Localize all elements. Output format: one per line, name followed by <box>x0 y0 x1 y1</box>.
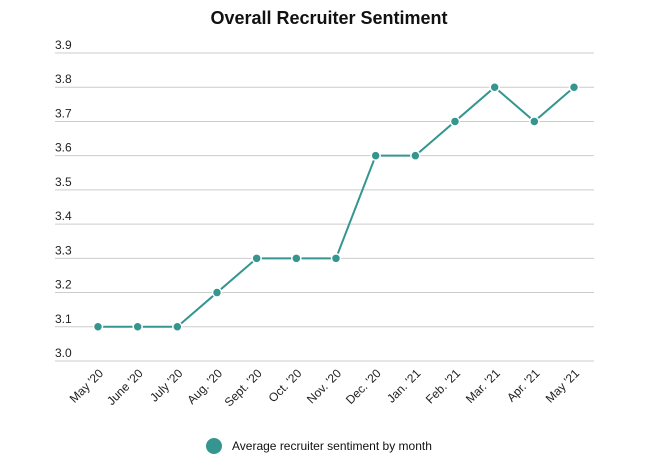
data-point <box>251 253 262 264</box>
data-point <box>92 321 104 333</box>
data-point <box>370 150 381 161</box>
y-tick-label: 3.6 <box>55 141 72 155</box>
x-tick-label: Apr. '21 <box>504 366 543 405</box>
legend-label: Average recruiter sentiment by month <box>232 439 432 453</box>
data-point <box>132 321 143 333</box>
x-tick-label: July '20 <box>147 366 186 405</box>
x-tick-label: June '20 <box>104 366 146 408</box>
data-point <box>449 116 461 127</box>
chart-title: Overall Recruiter Sentiment <box>210 8 448 28</box>
y-tick-label: 3.7 <box>55 106 72 120</box>
x-tick-label: Dec. '20 <box>343 366 384 407</box>
x-tick-label: Nov. '20 <box>304 366 344 406</box>
series-lines <box>98 85 575 328</box>
data-point <box>211 287 223 298</box>
data-point <box>568 81 580 93</box>
y-axis-ticks: 3.9 3.8 3.7 3.6 3.5 3.4 3.3 3.2 3.1 3.0 <box>55 38 72 360</box>
data-point <box>330 253 342 264</box>
series-line <box>98 85 575 328</box>
data-point <box>489 81 500 93</box>
y-tick-label: 3.0 <box>55 346 72 360</box>
series-points <box>92 81 580 333</box>
y-tick-label: 3.8 <box>55 72 72 86</box>
legend-swatch-icon <box>206 438 222 454</box>
x-tick-label: Oct. '20 <box>266 366 305 405</box>
y-tick-label: 3.5 <box>55 175 72 189</box>
x-tick-label: Jan. '21 <box>384 366 424 406</box>
data-point <box>410 150 421 161</box>
y-tick-label: 3.1 <box>55 312 72 326</box>
y-tick-label: 3.4 <box>55 209 72 223</box>
x-tick-label: May '20 <box>67 366 107 406</box>
x-tick-label: May '21 <box>543 366 583 406</box>
x-tick-label: Sept. '20 <box>222 366 265 409</box>
data-point <box>529 116 540 127</box>
legend: Average recruiter sentiment by month <box>206 436 432 456</box>
x-tick-label: Mar. '21 <box>463 366 503 406</box>
data-point <box>291 253 302 264</box>
gridlines <box>55 52 594 362</box>
y-tick-label: 3.2 <box>55 278 72 292</box>
x-tick-label: Aug. '20 <box>184 366 225 407</box>
y-tick-label: 3.9 <box>55 38 72 52</box>
data-point <box>172 321 183 333</box>
y-tick-label: 3.3 <box>55 243 72 257</box>
x-tick-label: Feb. '21 <box>423 366 464 407</box>
